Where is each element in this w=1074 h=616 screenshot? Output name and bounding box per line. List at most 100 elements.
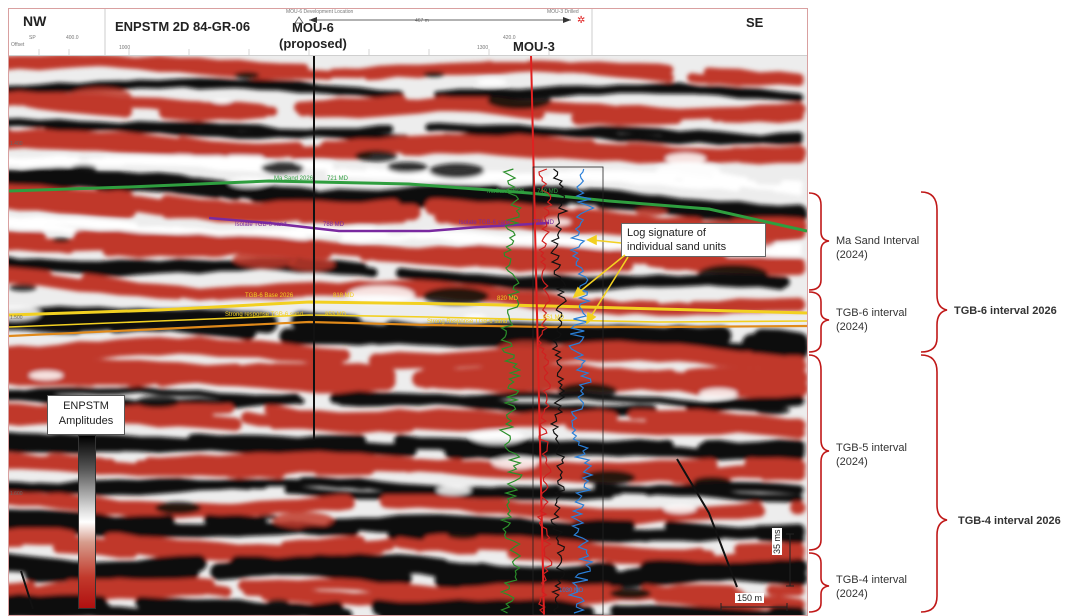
reflector-blob	[347, 285, 415, 305]
ma-sand-callout-line2: (2024)	[836, 249, 868, 261]
reflector-bands	[9, 54, 807, 615]
reflector-band	[9, 54, 804, 86]
reflector-band	[9, 132, 806, 165]
legend-title-line2: Amplitudes	[58, 415, 114, 427]
mou3-tiny-label: MOU-3 Drilled	[547, 9, 579, 15]
reflector-band	[9, 91, 806, 126]
gamma-ray-log-trace	[498, 168, 523, 614]
horizon-label-purple-mou3: Isolate TGB-6 sand	[459, 220, 511, 226]
arrow-left-icon	[309, 17, 317, 23]
vertical-scale-label: 35 ms	[772, 528, 782, 555]
mou6-well-label: MOU-6	[292, 20, 334, 35]
sonic-log-trace	[567, 168, 595, 614]
horizon-label-yellow: TGB-6 Base 2026	[245, 293, 294, 299]
fault-line	[20, 570, 34, 610]
orange-horizon-line	[9, 320, 807, 338]
reflector-band	[9, 535, 805, 565]
mou3-well-label: MOU-3	[513, 39, 555, 54]
horizon-label-green: Ma Sand 2026	[274, 176, 314, 182]
se-label: SE	[746, 15, 764, 30]
tgb5-interval-callout: TGB-5 interval (2024)	[836, 441, 907, 469]
reflector-blob	[721, 205, 751, 214]
reflector-blob	[70, 164, 97, 172]
tgb6-2026-callout: TGB-6 interval 2026	[954, 305, 1057, 317]
horizon-md-yellow-mou3: 820 MD	[497, 296, 519, 302]
reflector-blob	[354, 150, 398, 162]
tgb6-callout-line1: TGB-6 interval	[836, 307, 907, 319]
tgb4-callout-line1: TGB-4 interval	[836, 574, 907, 586]
strong-response-label-mou3: Strong Response TGB-6 sand	[427, 319, 508, 325]
tgb6-interval-callout: TGB-6 interval (2024)	[836, 306, 907, 334]
reflector-blob	[9, 283, 37, 292]
mou6-proposed-label: (proposed)	[279, 36, 347, 51]
horizon-lines	[9, 179, 807, 338]
reflector-band	[9, 518, 806, 544]
reflector-blob	[68, 87, 132, 105]
ma-sand-bracket	[808, 192, 830, 291]
reflector-blob	[447, 530, 480, 540]
reflector-band	[9, 554, 807, 590]
reflector-band	[9, 389, 805, 417]
reflector-blob	[9, 100, 31, 106]
reflector-blob	[755, 405, 791, 416]
strong-response-md: 853 MD	[325, 312, 347, 318]
reflector-band	[9, 432, 805, 457]
reflector-blob	[257, 514, 278, 520]
reflector-band	[9, 491, 806, 525]
tgb6-bracket	[808, 291, 830, 353]
fault-line	[676, 458, 738, 588]
reflector-blob	[234, 71, 260, 79]
amplitude-colorbar	[78, 435, 96, 609]
reflector-blob	[689, 586, 745, 602]
tgb6-callout-line2: (2024)	[836, 321, 868, 333]
reflector-band	[9, 338, 807, 374]
drilled-well-icon: ✲	[577, 15, 585, 26]
horizon-md-green-mou3: 749 MD	[537, 189, 559, 195]
reflector-blob	[497, 340, 555, 357]
tgb4-interval-callout: TGB-4 interval (2024)	[836, 573, 907, 601]
well-logs	[20, 54, 738, 615]
proposed-well-icon	[294, 16, 304, 24]
reflector-blob	[423, 71, 445, 78]
reflector-blob	[492, 456, 539, 470]
reflector-band	[9, 579, 805, 610]
tgb4-bracket	[808, 552, 830, 613]
log-signature-callout: Log signature of individual sand units	[621, 223, 766, 257]
axis-label-offset: Offset	[11, 42, 25, 48]
axis-tick: 1000	[119, 45, 131, 51]
reflector-blob	[386, 247, 416, 256]
reflector-blob	[197, 248, 231, 258]
horizon-md-purple-mou3: 779 MD	[533, 220, 555, 226]
reflector-blob	[558, 382, 617, 399]
reflector-band	[9, 451, 806, 477]
tgb5-bracket	[808, 354, 830, 551]
log-track-frame	[532, 166, 604, 615]
reflector-band	[9, 257, 804, 292]
reflector-blob	[29, 370, 64, 381]
axis-label-sp: SP	[29, 35, 36, 41]
reflector-band	[9, 362, 807, 393]
seismic-section	[9, 54, 807, 615]
reflector-blob	[663, 504, 697, 514]
reflector-blob	[135, 395, 181, 409]
time-tick: 1.400	[10, 141, 23, 147]
horizon-md-yellow: 818 MD	[333, 293, 355, 299]
reflector-blob	[42, 523, 61, 528]
time-tick: 1.500	[10, 315, 23, 321]
reflector-blob	[297, 525, 333, 536]
reflector-blob	[387, 161, 428, 173]
reflector-blob	[422, 287, 489, 306]
arrow-right-icon	[563, 17, 571, 23]
strong-response-label: Strong response TGB-6 sand	[225, 312, 303, 318]
reflector-blob	[581, 470, 636, 485]
reflector-blob	[609, 587, 652, 599]
legend-title-line1: ENPSTM	[63, 400, 109, 412]
density-log-trace	[549, 168, 569, 614]
reflector-blob	[429, 163, 485, 179]
tgb5-callout-line1: TGB-5 interval	[836, 442, 907, 454]
reflector-blob	[52, 237, 71, 243]
axis-tick: 1300	[477, 45, 489, 51]
horizon-label-purple: Isolate TGB-6 sand	[235, 222, 287, 228]
reflector-blob	[732, 134, 766, 144]
reflector-blob	[272, 511, 334, 529]
